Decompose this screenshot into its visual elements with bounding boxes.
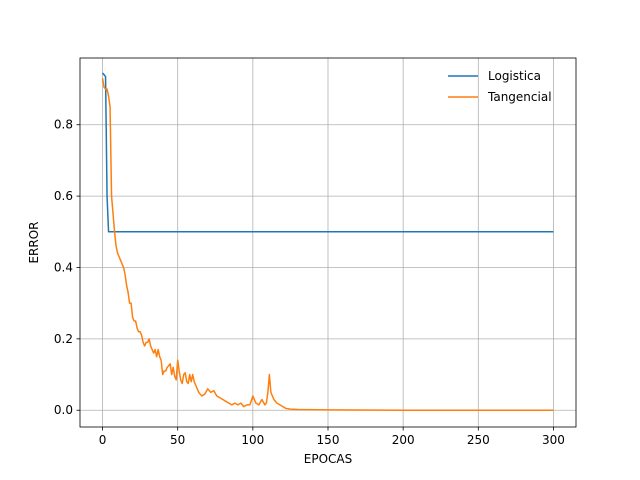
y-tick-label: 0.2 — [54, 332, 73, 346]
x-tick-label: 250 — [467, 433, 490, 447]
x-tick-label: 0 — [99, 433, 107, 447]
grid — [80, 58, 576, 427]
y-axis-label: ERROR — [27, 221, 41, 263]
y-tick-label: 0.4 — [54, 260, 73, 274]
y-tick-label: 0.6 — [54, 189, 73, 203]
series-line-logistica — [101, 72, 554, 233]
x-tick-label: 200 — [392, 433, 415, 447]
series-layer — [101, 72, 554, 411]
x-tick-label: 100 — [241, 433, 264, 447]
series-line-tangencial — [101, 78, 554, 411]
y-axis-ticks: 0.0 0.2 0.4 0.6 0.8 — [54, 118, 80, 417]
legend-label: Tangencial — [487, 90, 552, 104]
x-tick-label: 300 — [542, 433, 565, 447]
x-axis-ticks: 0 50 100 150 200 250 300 — [99, 427, 565, 447]
x-tick-label: 50 — [170, 433, 185, 447]
legend-label: Logistica — [488, 69, 541, 83]
legend: Logistica Tangencial — [448, 69, 552, 104]
x-axis-label: EPOCAS — [304, 452, 352, 466]
y-tick-label: 0.0 — [54, 403, 73, 417]
x-tick-label: 150 — [317, 433, 340, 447]
y-tick-label: 0.8 — [54, 118, 73, 132]
